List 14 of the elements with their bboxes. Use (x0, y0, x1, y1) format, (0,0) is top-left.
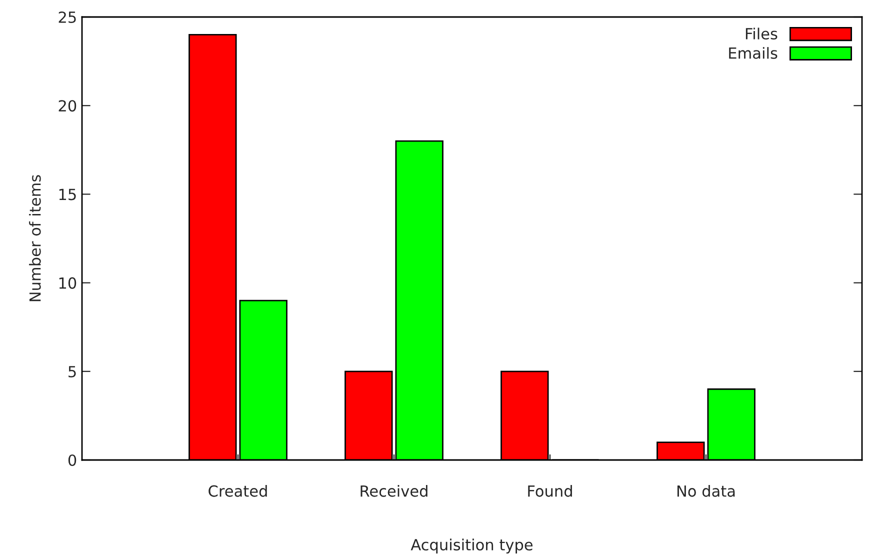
y-tick-label: 10 (59, 277, 76, 289)
x-tick-label: No data (677, 485, 735, 497)
x-axis-title: Acquisition type (410, 538, 533, 554)
legend-label: Files (746, 28, 778, 40)
y-tick-label: 20 (58, 100, 76, 112)
y-axis-title: Number of items (29, 175, 41, 302)
x-tick-label: Received (360, 485, 428, 497)
y-tick-label: 25 (58, 11, 76, 24)
y-tick-label: 5 (68, 366, 76, 378)
x-tick-label: Created (208, 485, 267, 497)
legend-label: Emails (729, 47, 778, 59)
x-tick-label: Found (528, 485, 572, 497)
y-tick-label: 0 (68, 454, 76, 466)
y-tick-label: 15 (59, 188, 76, 200)
